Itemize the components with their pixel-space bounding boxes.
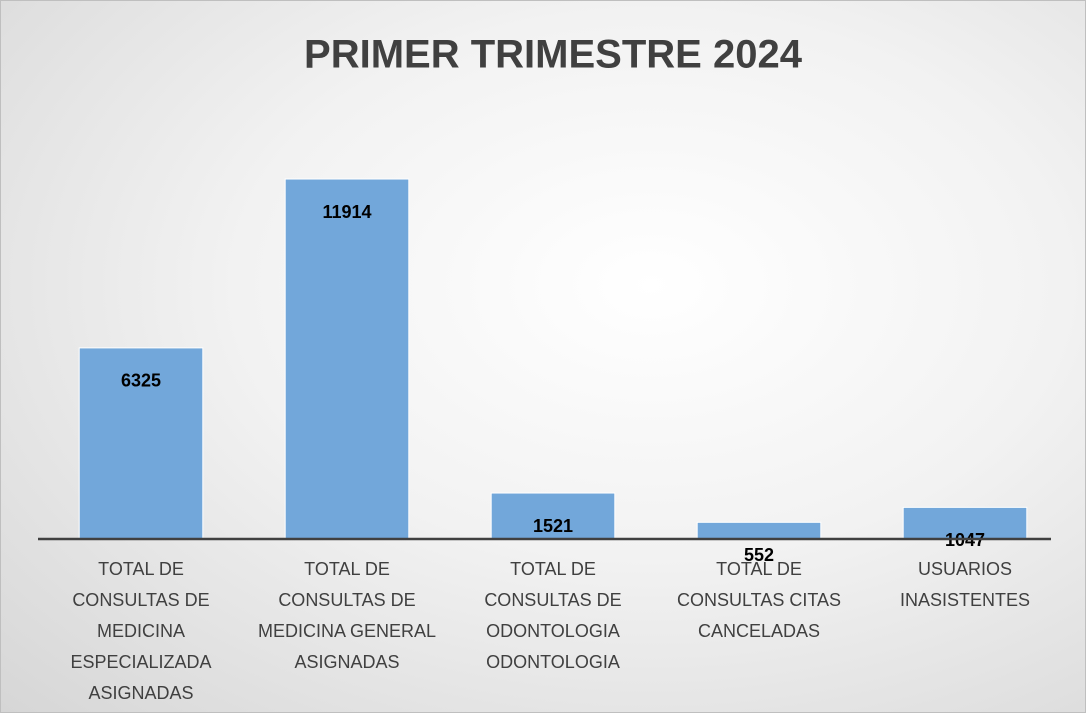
data-label: 1521	[533, 516, 573, 536]
data-label: 552	[744, 545, 774, 565]
x-tick-label: USUARIOS INASISTENTES	[899, 559, 1031, 610]
x-tick-label: TOTAL DE CONSULTAS CITAS CANCELADAS	[676, 559, 842, 641]
data-label: 6325	[121, 371, 161, 391]
bar	[902, 506, 1028, 540]
x-tick-label: TOTAL DE CONSULTAS DE ODONTOLOGIA ODONTO…	[484, 559, 622, 672]
x-tick-label: TOTAL DE CONSULTAS DE MEDICINA ESPECIALI…	[70, 559, 212, 703]
bar	[490, 492, 616, 540]
data-label: 11914	[322, 202, 371, 222]
bar	[284, 178, 410, 540]
x-tick-label: TOTAL DE CONSULTAS DE MEDICINA GENERAL A…	[257, 559, 437, 672]
bar	[78, 347, 204, 540]
bar	[696, 521, 822, 540]
chart-title: PRIMER TRIMESTRE 2024	[304, 33, 803, 77]
